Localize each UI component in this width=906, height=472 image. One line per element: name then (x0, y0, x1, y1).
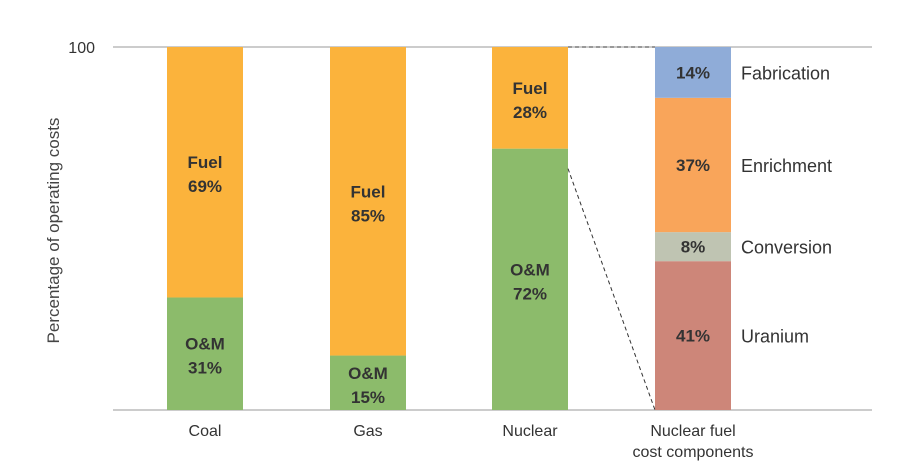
breakdown-segment-uranium (655, 261, 731, 410)
label-coal-om-name: O&M (185, 335, 225, 354)
x-tick-label-gas: Gas (353, 423, 382, 440)
breakdown-label-uranium: Uranium (741, 327, 809, 347)
x-tick-label-coal: Coal (189, 423, 222, 440)
breakdown-segment-enrichment (655, 97, 731, 233)
breakdown-value-uranium: 41% (676, 327, 710, 346)
label-nuclear-om-name: O&M (510, 260, 550, 279)
label-nuclear-fuel-name: Fuel (513, 79, 548, 98)
breakdown-value-enrichment: 37% (676, 156, 710, 175)
bar-coal-fuel (167, 47, 243, 298)
label-gas-om-name: O&M (348, 364, 388, 383)
y-axis-title: Percentage of operating costs (44, 118, 63, 344)
label-nuclear-om-value: 72% (513, 284, 547, 303)
bar-coal-om (167, 297, 243, 410)
breakdown-value-fabrication: 14% (676, 63, 710, 82)
bar-gas-fuel (330, 47, 406, 356)
x-tick-label-breakdown-line-1: Nuclear fuel (650, 423, 735, 440)
x-tick-label-breakdown-line-2: cost components (633, 444, 754, 461)
bar-nuclear-fuel (492, 47, 568, 149)
connector-bottom (567, 168, 656, 411)
breakdown-label-enrichment: Enrichment (741, 156, 832, 176)
label-gas-om-value: 15% (351, 388, 385, 407)
label-coal-fuel-value: 69% (188, 177, 222, 196)
breakdown-segment-conversion (655, 232, 731, 262)
bar-nuclear-om (492, 148, 568, 410)
bar-gas-om (330, 355, 406, 410)
breakdown-value-conversion: 8% (681, 238, 706, 257)
label-coal-om-value: 31% (188, 359, 222, 378)
x-tick-label-nuclear: Nuclear (502, 423, 558, 440)
label-coal-fuel-name: Fuel (188, 153, 223, 172)
breakdown-segment-fabrication (655, 47, 731, 98)
label-gas-fuel-name: Fuel (351, 182, 386, 201)
breakdown-label-fabrication: Fabrication (741, 63, 830, 83)
y-tick-label-100: 100 (68, 40, 95, 57)
breakdown-label-conversion: Conversion (741, 238, 832, 258)
label-gas-fuel-value: 85% (351, 206, 385, 225)
label-nuclear-fuel-value: 28% (513, 103, 547, 122)
